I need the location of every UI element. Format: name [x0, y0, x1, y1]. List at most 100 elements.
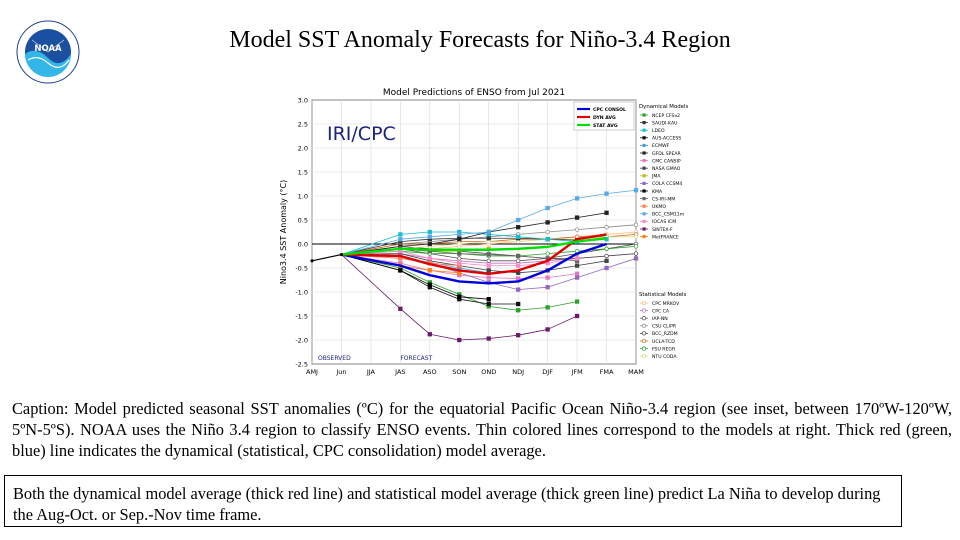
- y-tick-label: -2.5: [295, 361, 308, 369]
- y-tick-label: 0.5: [298, 217, 308, 225]
- x-tick-label: DJF: [542, 368, 553, 376]
- stat-model-point: [604, 246, 609, 251]
- x-tick-label: JJA: [366, 368, 376, 376]
- dyn-model-6-point: [486, 275, 491, 280]
- dyn-model-15-point: [574, 313, 580, 319]
- dyn-model-0-point: [545, 305, 550, 310]
- x-tick-label: ASO: [423, 368, 437, 376]
- dyn-model-11-point: [486, 252, 491, 257]
- stat-legend-marker: [641, 323, 647, 328]
- observed-line: [311, 253, 342, 262]
- dyn-model-2-point: [427, 229, 432, 235]
- plot-frame: [311, 99, 637, 365]
- dyn-model-5-point: [574, 215, 580, 220]
- dyn-legend-label: KMA: [652, 189, 663, 195]
- dyn-model-6-line: [341, 254, 578, 279]
- logo-text: NOAA: [34, 44, 62, 54]
- y-tick-label: -1.0: [295, 289, 308, 297]
- stat-model-point: [545, 229, 550, 235]
- dyn-legend-marker: [642, 181, 646, 185]
- dyn-model-9-point: [545, 285, 550, 290]
- x-tick-label: MAM: [628, 368, 644, 376]
- y-tick-label: 0.0: [298, 241, 308, 249]
- dyn-model-7-point: [486, 268, 491, 273]
- watermark-label: IRI/CPC: [327, 123, 396, 145]
- dyn-legend-label: GFDL SPEAR: [652, 151, 681, 157]
- stat-legend-label: UCLA-TCD: [652, 339, 675, 345]
- dyn-legend-marker: [642, 227, 646, 231]
- stat-model-point: [633, 234, 639, 239]
- average-0-line: [341, 242, 607, 285]
- stat-legend-marker: [641, 346, 647, 351]
- dyn-model-11-point: [457, 251, 462, 256]
- average-2-line: [341, 237, 607, 256]
- dyn-model-10-point: [486, 297, 491, 302]
- stat-model-point: [516, 258, 521, 263]
- dyn-model-16-point: [427, 268, 432, 273]
- dyn-model-13-point: [457, 232, 462, 237]
- dyn-model-9-point: [574, 275, 580, 280]
- dyn-model-9-point: [633, 256, 639, 261]
- dyn-model-15-line: [341, 254, 578, 341]
- dyn-model-0-point: [574, 299, 580, 304]
- dyn-model-10-point: [457, 294, 462, 299]
- stat-legend-label: BCC_RZDM: [652, 331, 678, 337]
- dyn-legend-label: AUS-ACCESS: [652, 136, 681, 142]
- stat-model-point: [633, 244, 639, 249]
- stat-legend-marker: [641, 331, 647, 336]
- dyn-legend-label: MetFRANCE: [652, 234, 679, 240]
- stat-model-point: [604, 225, 609, 230]
- average-legend-label: CPC CONSOL: [593, 107, 626, 113]
- dyn-legend-marker: [642, 121, 646, 125]
- stat-model-point: [486, 258, 491, 263]
- dyn-legend-label: BCC_CSM11m: [652, 212, 685, 218]
- y-tick-label: -0.5: [295, 265, 308, 273]
- stat-model-point: [457, 256, 462, 261]
- x-tick-label: JAS: [394, 368, 405, 376]
- dyn-model-15-point: [457, 337, 462, 343]
- y-tick-label: 3.0: [298, 97, 308, 105]
- dyn-legend-marker: [642, 174, 646, 178]
- x-tick-label: AMJ: [306, 368, 318, 376]
- dyn-model-5-point: [545, 220, 550, 225]
- summary-note: Both the dynamical model average (thick …: [4, 475, 902, 527]
- dyn-legend-label: CMC CANSIP: [652, 158, 681, 164]
- dyn-legend-marker: [642, 166, 646, 170]
- stat-legend-label: CSU CLIPR: [652, 324, 677, 330]
- dyn-legend-marker: [642, 143, 646, 147]
- dyn-model-2-point: [545, 237, 550, 242]
- dyn-legend-label: COLA CCSM4: [652, 181, 682, 187]
- dyn-model-3-point: [516, 301, 521, 307]
- dyn-model-3-point: [486, 301, 491, 307]
- dyn-legend-marker: [642, 197, 646, 201]
- dyn-model-11-point: [516, 253, 521, 259]
- dyn-model-2-point: [516, 234, 521, 239]
- dyn-legend-label: JMA: [651, 174, 661, 180]
- dyn-model-13-point: [604, 191, 609, 196]
- dyn-model-5-point: [516, 225, 521, 230]
- dyn-model-5-point: [427, 241, 432, 247]
- observed-point: [310, 259, 314, 263]
- dyn-model-0-line: [341, 254, 578, 311]
- dyn-model-10-point: [427, 282, 432, 287]
- stat-legend-marker: [641, 338, 647, 344]
- noaa-logo: NOAA: [16, 20, 80, 84]
- dyn-legend-marker: [642, 159, 646, 163]
- x-tick-label: OND: [481, 368, 496, 376]
- dyn-model-13-point: [398, 237, 403, 242]
- dyn-model-14-point: [427, 256, 432, 261]
- y-tick-label: -1.5: [295, 313, 308, 321]
- dyn-model-15-point: [545, 327, 550, 332]
- dyn-legend-marker: [642, 212, 646, 216]
- stat-model-point: [457, 241, 462, 247]
- dyn-model-13-point: [516, 217, 521, 223]
- dyn-legend-marker: [642, 151, 646, 155]
- dyn-model-6-point: [574, 271, 580, 276]
- dyn-model-14-point: [574, 256, 580, 261]
- dyn-legend-marker: [642, 128, 646, 132]
- y-tick-label: 2.0: [298, 145, 308, 153]
- statistical-legend-title: Statistical Models: [639, 292, 687, 298]
- dyn-legend-label: NASA GMAO: [652, 166, 681, 172]
- stat-legend-marker: [641, 354, 647, 359]
- dyn-model-7-point: [574, 263, 580, 268]
